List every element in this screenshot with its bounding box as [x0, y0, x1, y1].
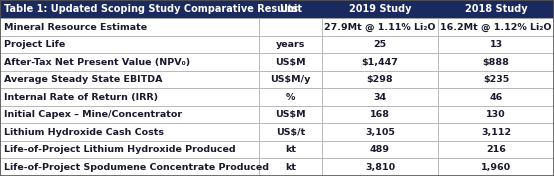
Bar: [438, 71, 554, 89]
Bar: [0, 0, 259, 18]
Bar: [322, 106, 438, 124]
Text: Initial Capex – Mine/Concentrator: Initial Capex – Mine/Concentrator: [4, 110, 182, 119]
Bar: [438, 124, 554, 141]
Bar: [322, 36, 438, 54]
Bar: [322, 124, 438, 141]
Text: 46: 46: [490, 93, 502, 102]
Bar: [259, 71, 322, 89]
Text: 16.2Mt @ 1.12% Li₂O: 16.2Mt @ 1.12% Li₂O: [440, 23, 552, 32]
Bar: [259, 141, 322, 159]
Bar: [259, 159, 322, 176]
Text: 130: 130: [486, 110, 506, 119]
Bar: [438, 54, 554, 71]
Text: $235: $235: [483, 75, 509, 84]
Text: Life-of-Project Spodumene Concentrate Produced: Life-of-Project Spodumene Concentrate Pr…: [4, 163, 269, 172]
Bar: [438, 89, 554, 106]
Bar: [322, 71, 438, 89]
Bar: [322, 18, 438, 36]
Bar: [322, 0, 438, 18]
Bar: [0, 71, 259, 89]
Bar: [322, 159, 438, 176]
Text: 2018 Study: 2018 Study: [465, 4, 527, 14]
Text: Life-of-Project Lithium Hydroxide Produced: Life-of-Project Lithium Hydroxide Produc…: [4, 145, 235, 154]
Bar: [0, 36, 259, 54]
Text: $888: $888: [483, 58, 510, 67]
Text: 34: 34: [373, 93, 387, 102]
Bar: [0, 54, 259, 71]
Bar: [438, 18, 554, 36]
Bar: [0, 141, 259, 159]
Bar: [438, 106, 554, 124]
Text: $298: $298: [367, 75, 393, 84]
Bar: [322, 141, 438, 159]
Text: US$M: US$M: [275, 110, 306, 119]
Bar: [259, 0, 322, 18]
Text: 1,960: 1,960: [481, 163, 511, 172]
Text: Table 1: Updated Scoping Study Comparative Results: Table 1: Updated Scoping Study Comparati…: [4, 4, 298, 14]
Bar: [259, 89, 322, 106]
Text: years: years: [276, 40, 305, 49]
Bar: [438, 141, 554, 159]
Bar: [0, 89, 259, 106]
Text: Unit: Unit: [279, 4, 302, 14]
Text: 3,810: 3,810: [365, 163, 395, 172]
Text: Mineral Resource Estimate: Mineral Resource Estimate: [4, 23, 147, 32]
Bar: [0, 106, 259, 124]
Bar: [322, 54, 438, 71]
Bar: [438, 159, 554, 176]
Text: 27.9Mt @ 1.11% Li₂O: 27.9Mt @ 1.11% Li₂O: [324, 23, 436, 32]
Bar: [259, 18, 322, 36]
Text: 13: 13: [490, 40, 502, 49]
Bar: [322, 89, 438, 106]
Bar: [259, 106, 322, 124]
Text: 489: 489: [370, 145, 390, 154]
Text: US$M/y: US$M/y: [270, 75, 311, 84]
Text: 2019 Study: 2019 Study: [349, 4, 411, 14]
Bar: [438, 36, 554, 54]
Bar: [0, 124, 259, 141]
Bar: [0, 18, 259, 36]
Text: $1,447: $1,447: [362, 58, 398, 67]
Bar: [259, 124, 322, 141]
Bar: [259, 54, 322, 71]
Text: US$M: US$M: [275, 58, 306, 67]
Bar: [438, 0, 554, 18]
Text: Average Steady State EBITDA: Average Steady State EBITDA: [4, 75, 162, 84]
Text: 3,105: 3,105: [365, 128, 395, 137]
Text: 168: 168: [370, 110, 390, 119]
Text: %: %: [286, 93, 295, 102]
Text: kt: kt: [285, 145, 296, 154]
Text: After-Tax Net Present Value (NPV₀): After-Tax Net Present Value (NPV₀): [4, 58, 190, 67]
Text: kt: kt: [285, 163, 296, 172]
Text: Lithium Hydroxide Cash Costs: Lithium Hydroxide Cash Costs: [4, 128, 164, 137]
Text: 25: 25: [373, 40, 387, 49]
Bar: [0, 159, 259, 176]
Text: Internal Rate of Return (IRR): Internal Rate of Return (IRR): [4, 93, 158, 102]
Bar: [259, 36, 322, 54]
Text: 216: 216: [486, 145, 506, 154]
Text: 3,112: 3,112: [481, 128, 511, 137]
Text: Project Life: Project Life: [4, 40, 65, 49]
Text: US$/t: US$/t: [276, 128, 305, 137]
